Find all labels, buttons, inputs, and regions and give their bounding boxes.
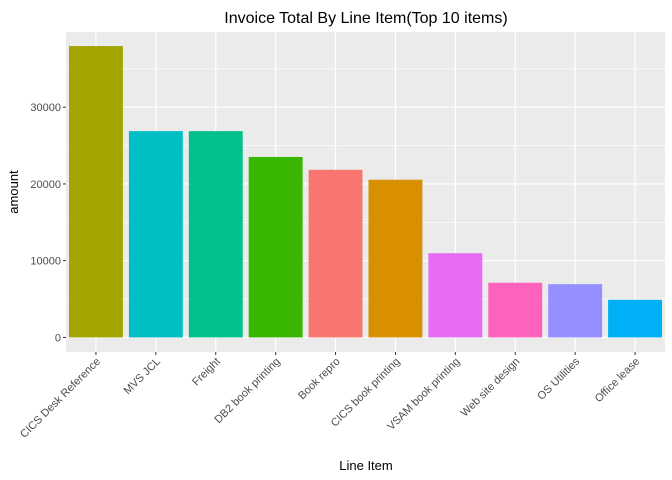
y-tick-label: 30000: [30, 102, 61, 114]
bar: [308, 169, 363, 338]
y-tick-label: 0: [55, 332, 61, 344]
y-axis: 0 10000 20000 30000: [30, 102, 66, 344]
y-tick-label: 10000: [30, 256, 61, 268]
bar: [68, 46, 123, 338]
x-tick-label: Freight: [190, 356, 223, 389]
x-tick-label: Book repro: [296, 356, 343, 403]
x-tick-label: DB2 book printing: [212, 356, 282, 426]
x-tick-label: OS Utilities: [535, 355, 582, 402]
y-axis-title: amount: [6, 170, 21, 214]
bar: [368, 179, 423, 338]
bar: [248, 156, 303, 338]
x-axis-title: Line Item: [339, 458, 392, 473]
x-tick-label: Office lease: [593, 356, 642, 405]
bars: [68, 46, 663, 338]
x-tick-label: Web site design: [459, 356, 523, 420]
y-tick-label: 20000: [30, 179, 61, 191]
bar: [548, 284, 603, 338]
x-tick-label: MVS JCL: [122, 356, 163, 397]
bar: [488, 282, 543, 338]
bar: [128, 131, 183, 338]
x-tick-label: CICS Desk Reference: [18, 356, 103, 441]
bar: [608, 299, 663, 338]
bar: [188, 131, 243, 338]
chart-title: Invoice Total By Line Item(Top 10 items): [224, 10, 507, 27]
bar: [428, 253, 483, 338]
